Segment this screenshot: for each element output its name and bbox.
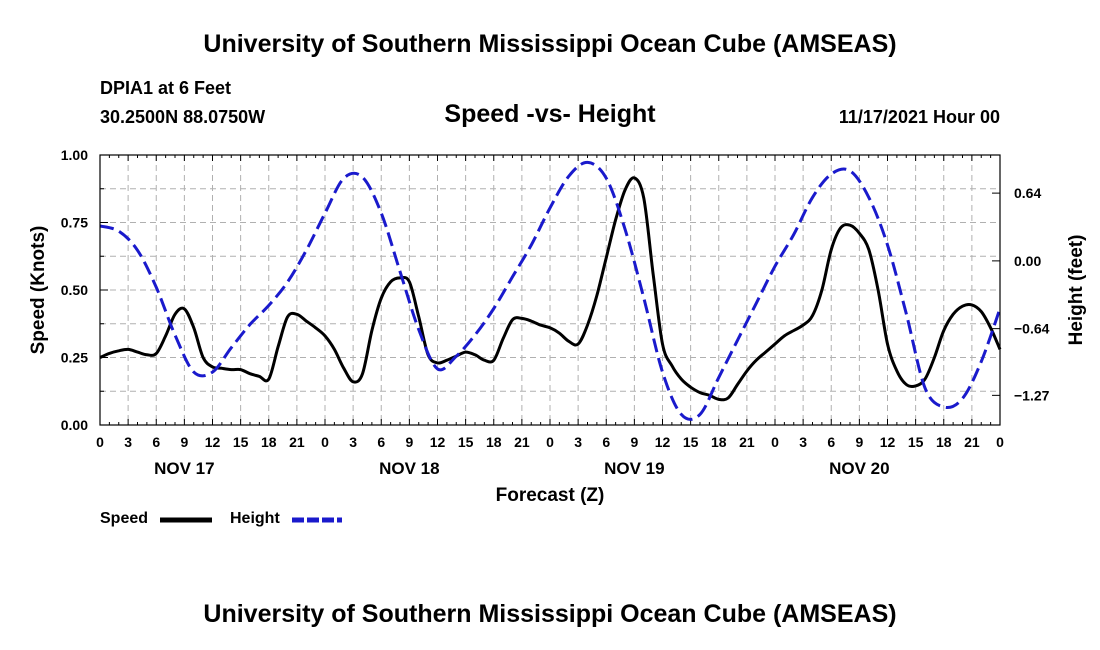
x-tick-label: 12 (880, 434, 896, 450)
x-tick-label: 15 (233, 434, 249, 450)
x-tick-label: 0 (546, 434, 554, 450)
day-label: NOV 20 (829, 459, 889, 478)
y2-tick-label: −0.64 (1014, 321, 1050, 337)
y-tick-label: 1.00 (61, 147, 88, 163)
y-tick-label: 0.75 (61, 215, 88, 231)
x-tick-label: 0 (321, 434, 329, 450)
x-tick-label: 9 (180, 434, 188, 450)
x-tick-label: 9 (855, 434, 863, 450)
y-tick-label: 0.50 (61, 282, 88, 298)
station-coordinates: 30.2500N 88.0750W (100, 107, 266, 127)
series-height-line (99, 160, 1002, 421)
x-tick-label: 21 (964, 434, 980, 450)
legend-speed-label: Speed (100, 510, 149, 527)
forecast-datetime: 11/17/2021 Hour 00 (838, 107, 1000, 127)
x-tick-label: 15 (458, 434, 474, 450)
x-tick-label: 6 (152, 434, 160, 450)
x-tick-label: 18 (261, 434, 277, 450)
day-label: NOV 19 (604, 459, 664, 478)
x-tick-label: 0 (996, 434, 1004, 450)
x-tick-label: 12 (430, 434, 446, 450)
day-label: NOV 17 (154, 459, 214, 478)
x-tick-label: 6 (827, 434, 835, 450)
y2-tick-label: 0.64 (1014, 185, 1041, 201)
x-tick-label: 3 (574, 434, 582, 450)
x-tick-label: 0 (96, 434, 104, 450)
chart-title: University of Southern Mississippi Ocean… (203, 30, 897, 58)
x-tick-label: 18 (936, 434, 952, 450)
x-tick-label: 15 (908, 434, 924, 450)
x-tick-label: 9 (630, 434, 638, 450)
x-tick-label: 6 (602, 434, 610, 450)
x-tick-label: 15 (683, 434, 699, 450)
day-label: NOV 18 (379, 459, 439, 478)
x-tick-label: 21 (289, 434, 305, 450)
x-tick-label: 6 (377, 434, 385, 450)
y-tick-label: 0.25 (61, 350, 88, 366)
footer-title: University of Southern Mississippi Ocean… (203, 600, 897, 628)
speed-height-chart: 0 3 6 9 12 15 18 21 0 3 6 9 12 15 18 21 0 3 6 9 12 15 18 21 0 3 6 9… (28, 147, 1087, 523)
y2-tick-label: −1.27 (1014, 387, 1050, 403)
x-axis-label: Forecast (Z) (496, 485, 605, 506)
x-tick-label: 3 (124, 434, 132, 450)
x-tick-label: 3 (349, 434, 357, 450)
x-tick-label: 0 (771, 434, 779, 450)
series-speed-line (99, 176, 1002, 402)
x-tick-label: 18 (486, 434, 502, 450)
x-tick-label: 21 (739, 434, 755, 450)
station-name: DPIA1 at 6 Feet (100, 78, 232, 98)
x-tick-label: 9 (405, 434, 413, 450)
plot-frame (99, 154, 1001, 426)
y-tick-label: 0.00 (61, 417, 88, 433)
legend-height-label: Height (230, 510, 280, 527)
chart-subtitle: Speed -vs- Height (444, 100, 656, 128)
x-tick-label: 21 (514, 434, 530, 450)
x-tick-label: 12 (205, 434, 221, 450)
x-tick-label: 3 (799, 434, 807, 450)
x-tick-label: 12 (655, 434, 671, 450)
y2-tick-label: 0.00 (1014, 253, 1041, 269)
y2-axis-label: Height (feet) (1066, 235, 1087, 346)
x-tick-label: 18 (711, 434, 727, 450)
y-axis-label: Speed (Knots) (28, 226, 49, 355)
